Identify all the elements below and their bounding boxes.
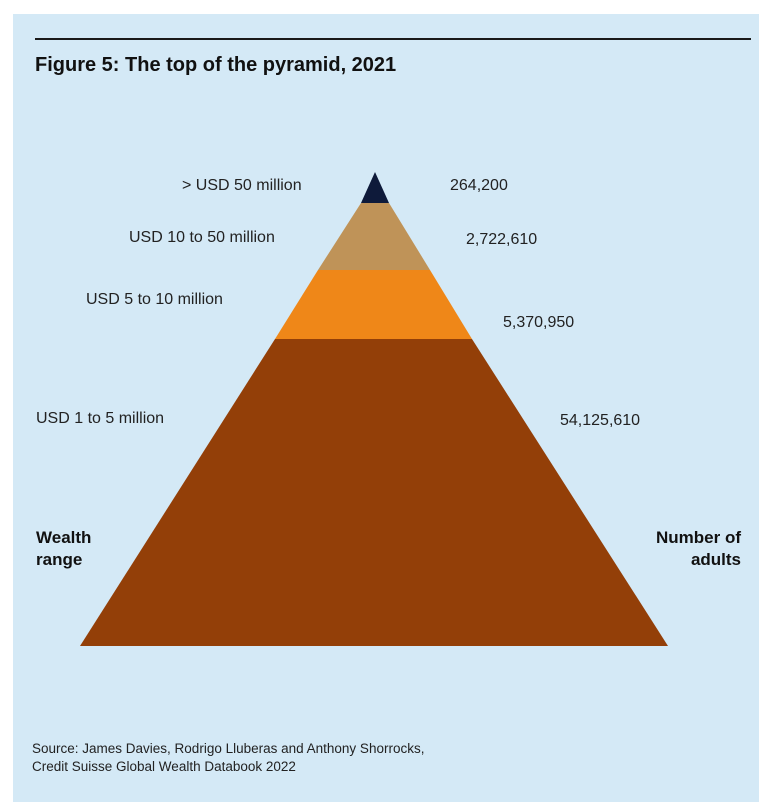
range-label-5-to-10-million: USD 5 to 10 million — [86, 291, 223, 308]
number-of-adults-axis-label: Number of adults — [656, 527, 741, 571]
source-note: Source: James Davies, Rodrigo Lluberas a… — [32, 740, 424, 776]
number-of-adults-line-2: adults — [690, 550, 741, 569]
source-line-1: Source: James Davies, Rodrigo Lluberas a… — [32, 741, 425, 756]
range-label-10-to-50-million: USD 10 to 50 million — [129, 229, 275, 246]
wealth-range-line-2: range — [36, 550, 83, 569]
wealth-range-line-1: Wealth — [36, 528, 92, 547]
adults-value-over-50-million: 264,200 — [450, 177, 508, 194]
tier-1-to-5-million — [80, 339, 668, 646]
tier-over-50-million — [361, 172, 389, 203]
figure-title: Figure 5: The top of the pyramid, 2021 — [35, 54, 397, 76]
title-rule — [35, 38, 751, 40]
range-label-over-50-million: > USD 50 million — [182, 177, 302, 194]
adults-value-10-to-50-million: 2,722,610 — [466, 231, 538, 248]
wealth-range-axis-label: Wealth range — [36, 527, 91, 571]
adults-value-1-to-5-million: 54,125,610 — [560, 412, 641, 429]
adults-value-5-to-10-million: 5,370,950 — [503, 314, 575, 331]
source-line-2: Credit Suisse Global Wealth Databook 202… — [32, 759, 296, 774]
tier-10-to-50-million — [318, 203, 430, 270]
number-of-adults-line-1: Number of — [656, 528, 741, 547]
range-label-1-to-5-million: USD 1 to 5 million — [36, 410, 165, 427]
tier-5-to-10-million — [275, 270, 472, 339]
